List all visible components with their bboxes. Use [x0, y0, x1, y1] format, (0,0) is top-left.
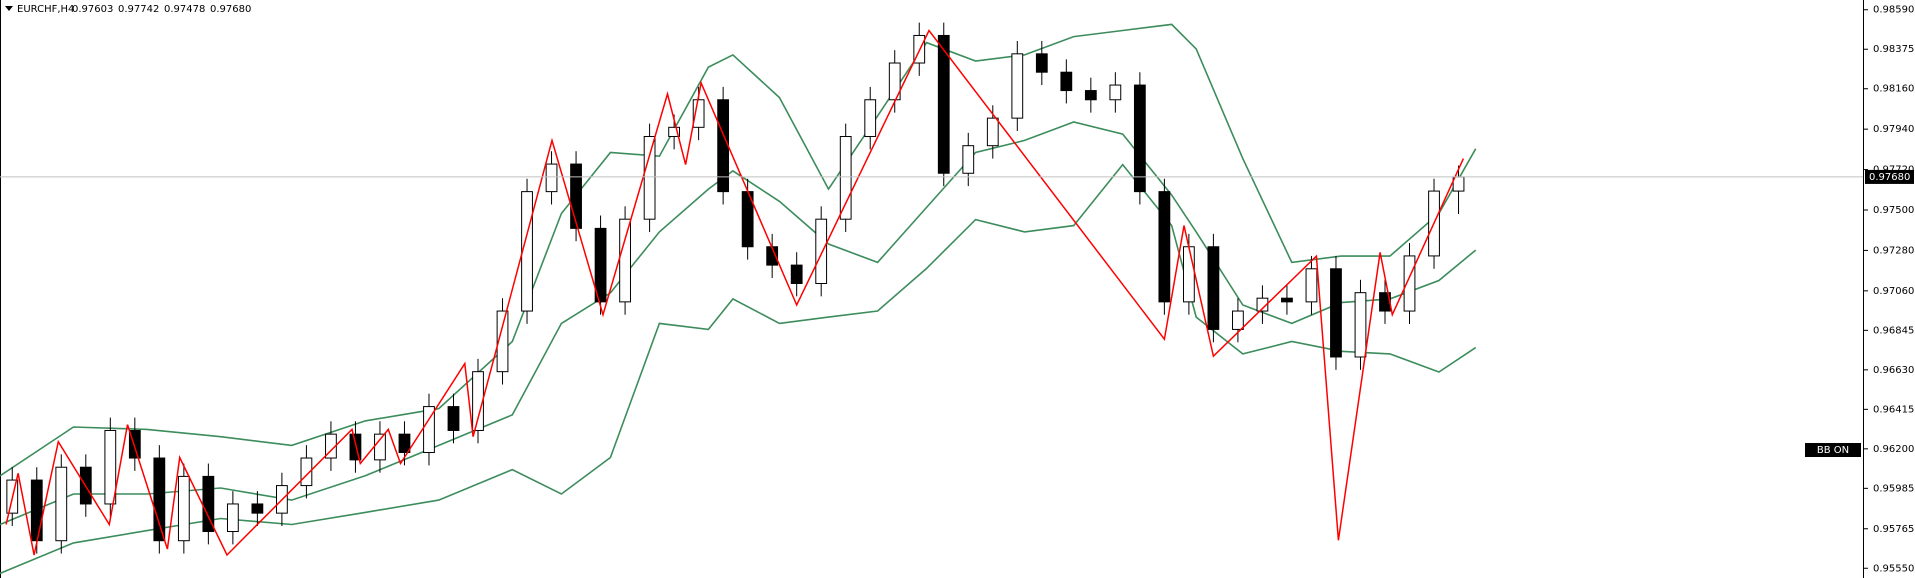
- candle-body: [594, 227, 607, 303]
- y-tick-label: 0.97500: [1873, 205, 1914, 216]
- candle-body: [1305, 268, 1318, 303]
- candle-body: [226, 503, 239, 533]
- candle-body: [888, 62, 901, 101]
- candle-body: [790, 264, 803, 284]
- candle-body: [1232, 310, 1244, 330]
- candle-body: [374, 433, 386, 461]
- current-price-box: [1865, 169, 1914, 184]
- y-tick-label: 0.95765: [1873, 524, 1914, 535]
- candles: [6, 22, 1465, 554]
- y-tick-label: 0.98160: [1873, 84, 1914, 95]
- candle-body: [1256, 297, 1269, 312]
- y-tick-label: 0.96200: [1873, 444, 1914, 455]
- bollinger-band: [0, 163, 1477, 575]
- candle-body: [986, 117, 999, 147]
- current-price-label: 0.97680: [1869, 172, 1910, 183]
- candle-body: [1158, 191, 1171, 303]
- candle-body: [251, 503, 264, 514]
- y-tick-label: 0.98375: [1873, 44, 1914, 55]
- candle-body: [1011, 53, 1024, 119]
- candle-body: [398, 433, 411, 454]
- candle-body: [1035, 53, 1048, 73]
- candle-body: [1354, 292, 1367, 358]
- candle-body: [521, 191, 533, 312]
- candle-body: [717, 99, 730, 193]
- candle-body: [349, 433, 362, 461]
- candle-body: [1182, 246, 1195, 303]
- symbol-label: EURCHF,H4: [17, 4, 74, 15]
- candle-body: [30, 479, 43, 542]
- candle-body: [619, 218, 631, 303]
- y-tick-label: 0.96630: [1873, 365, 1914, 376]
- candle-body: [1330, 268, 1342, 358]
- bollinger-band: [0, 23, 1477, 477]
- candle-body: [496, 310, 509, 373]
- close-label: 0.97680: [210, 4, 251, 15]
- candle-body: [153, 457, 166, 542]
- y-tick-label: 0.96845: [1873, 325, 1914, 336]
- candle-body: [1133, 84, 1146, 193]
- y-tick-label: 0.95550: [1873, 563, 1914, 574]
- candle-body: [1060, 71, 1073, 92]
- candle-body: [423, 406, 435, 454]
- candle-body: [447, 406, 460, 431]
- candle-body: [839, 136, 852, 220]
- candle-body: [815, 218, 828, 284]
- open-label: 0.97603: [72, 4, 113, 15]
- indicator-label: BB ON: [1817, 445, 1849, 456]
- candle-body: [55, 466, 68, 542]
- candle-body: [1109, 84, 1122, 101]
- y-tick-label: 0.97060: [1873, 286, 1914, 297]
- y-tick-label: 0.95985: [1873, 483, 1914, 494]
- candle-body: [1207, 246, 1220, 330]
- candle-body: [937, 34, 950, 174]
- y-tick-label: 0.96415: [1873, 404, 1914, 415]
- candle-body: [300, 457, 313, 487]
- candle-body: [1403, 255, 1416, 312]
- candle-body: [1281, 297, 1293, 303]
- candle-body: [668, 126, 681, 138]
- indicator-badge: [1805, 443, 1861, 457]
- candle-body: [643, 136, 656, 220]
- candle-body: [570, 163, 582, 229]
- symbol-menu-arrow[interactable]: [5, 6, 13, 11]
- y-tick-label: 0.97940: [1873, 124, 1914, 135]
- candle-body: [962, 145, 975, 174]
- candle-body: [864, 99, 877, 138]
- high-label: 0.97742: [118, 4, 159, 15]
- y-tick-label: 0.98590: [1873, 5, 1914, 16]
- candle-body: [1084, 90, 1097, 101]
- candle-body: [104, 429, 117, 505]
- zigzag-line: [5, 29, 1465, 557]
- candle-body: [177, 475, 190, 542]
- low-label: 0.97478: [164, 4, 205, 15]
- candle-body: [472, 371, 484, 431]
- candle-body: [128, 429, 141, 459]
- y-tick-label: 0.97280: [1873, 245, 1914, 256]
- candle-body: [545, 163, 558, 193]
